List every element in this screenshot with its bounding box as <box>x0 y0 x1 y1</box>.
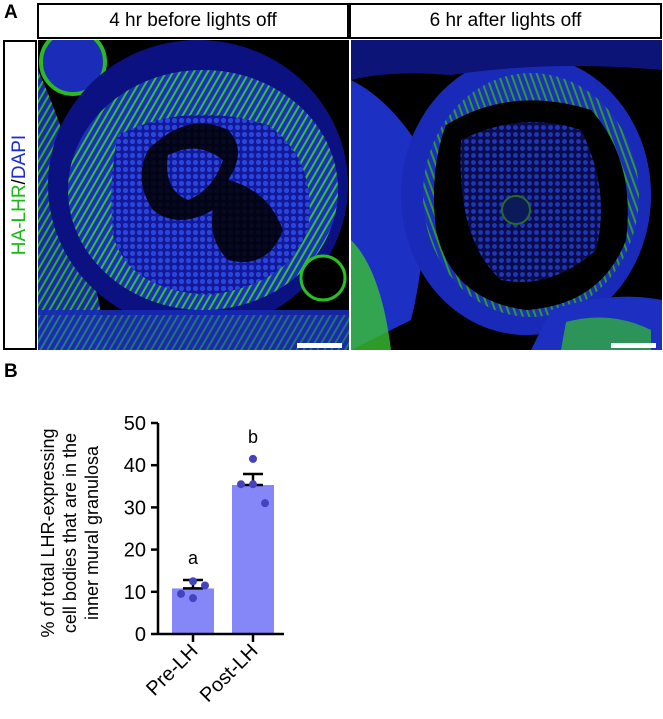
data-point <box>201 581 209 590</box>
data-point <box>177 589 185 598</box>
y-tick-label: 20 <box>124 540 146 562</box>
y-tick-label: 0 <box>135 624 146 646</box>
micrograph-before <box>38 40 349 350</box>
y-tick-label: 40 <box>124 455 146 477</box>
image-1-title: 4 hr before lights off <box>37 3 349 39</box>
x-tick-label: Post-LH <box>196 640 263 707</box>
micrograph-before-svg <box>38 40 349 350</box>
y-tick-label: 10 <box>124 582 146 604</box>
data-point <box>189 594 197 603</box>
data-point <box>249 480 257 489</box>
x-tick-label: Pre-LH <box>142 640 202 700</box>
micrograph-after-svg <box>351 40 662 350</box>
scale-bar-after <box>611 343 656 348</box>
bar-post-lh <box>232 485 274 634</box>
y-tick-label: 50 <box>124 413 146 435</box>
panel-b-letter: B <box>4 361 18 382</box>
data-point <box>261 499 269 508</box>
data-point <box>237 480 245 489</box>
data-point <box>189 577 197 586</box>
scale-bar-before <box>297 343 342 348</box>
significance-letter: a <box>188 548 199 568</box>
channel-label: HA-LHR/DAPI <box>3 40 37 350</box>
y-tick-label: 30 <box>124 497 146 519</box>
image-2-title: 6 hr after lights off <box>349 3 662 39</box>
significance-letter: b <box>248 427 258 447</box>
micrograph-after <box>351 40 662 350</box>
data-point <box>249 454 257 463</box>
panel-a-letter: A <box>4 2 18 23</box>
